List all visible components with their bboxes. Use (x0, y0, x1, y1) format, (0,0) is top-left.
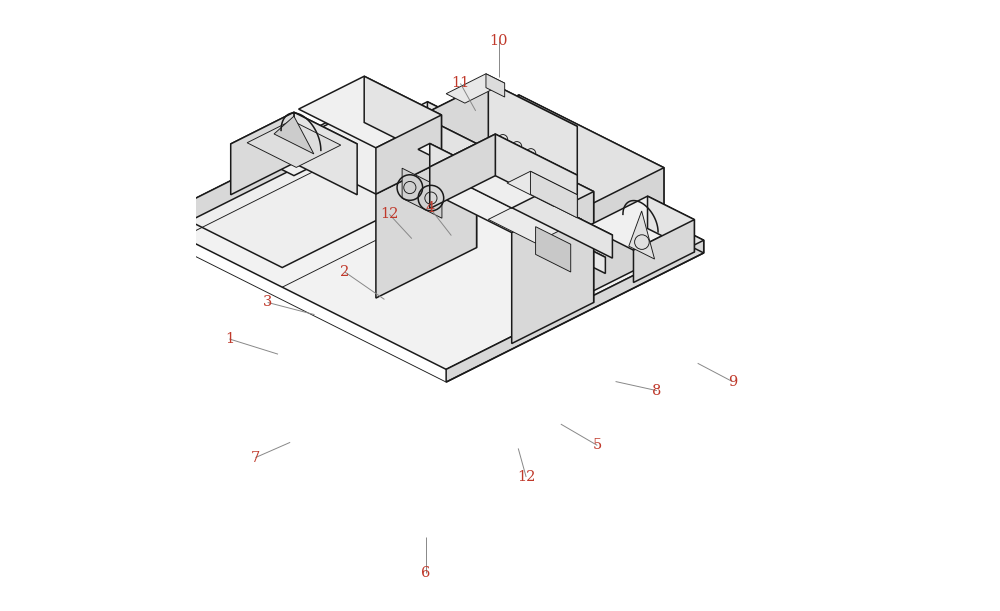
Text: 3: 3 (263, 296, 272, 309)
Polygon shape (299, 76, 441, 148)
Polygon shape (523, 156, 594, 302)
Text: 12: 12 (380, 207, 398, 221)
Polygon shape (446, 240, 704, 382)
Polygon shape (430, 134, 577, 208)
Polygon shape (294, 112, 357, 195)
Polygon shape (430, 134, 495, 208)
Polygon shape (633, 219, 694, 282)
Polygon shape (376, 115, 441, 194)
Polygon shape (536, 227, 571, 272)
Text: 6: 6 (421, 566, 430, 580)
Polygon shape (170, 101, 704, 370)
Text: 1: 1 (225, 332, 234, 346)
Polygon shape (274, 116, 314, 154)
Polygon shape (170, 141, 423, 268)
Polygon shape (495, 134, 577, 217)
Polygon shape (486, 74, 505, 97)
Text: 2: 2 (340, 265, 350, 279)
Polygon shape (441, 156, 594, 233)
Text: 4: 4 (425, 201, 435, 215)
Polygon shape (512, 191, 594, 343)
Polygon shape (542, 167, 664, 316)
Polygon shape (488, 82, 577, 200)
Text: 9: 9 (728, 375, 737, 389)
Polygon shape (402, 168, 442, 218)
Polygon shape (231, 112, 357, 175)
Polygon shape (397, 95, 664, 229)
Polygon shape (376, 144, 477, 298)
Text: 7: 7 (251, 450, 260, 464)
Polygon shape (331, 120, 605, 274)
Text: 5: 5 (593, 438, 602, 452)
Polygon shape (507, 171, 577, 207)
Polygon shape (430, 144, 612, 258)
Polygon shape (411, 82, 577, 165)
Polygon shape (519, 95, 664, 255)
Polygon shape (282, 97, 477, 194)
Polygon shape (535, 196, 582, 238)
Polygon shape (629, 211, 655, 259)
Polygon shape (170, 141, 310, 231)
Polygon shape (488, 196, 582, 243)
Polygon shape (418, 144, 612, 241)
Polygon shape (383, 97, 477, 247)
Polygon shape (364, 76, 441, 161)
Polygon shape (446, 74, 505, 103)
Polygon shape (411, 82, 488, 194)
Polygon shape (648, 196, 694, 252)
Text: 11: 11 (451, 76, 470, 90)
Polygon shape (313, 120, 605, 266)
Polygon shape (231, 112, 294, 195)
Polygon shape (587, 196, 694, 250)
Polygon shape (310, 141, 423, 217)
Polygon shape (427, 101, 704, 253)
Text: 10: 10 (490, 34, 508, 48)
Polygon shape (530, 171, 577, 218)
Text: 8: 8 (652, 384, 662, 398)
Text: 12: 12 (517, 470, 535, 484)
Polygon shape (247, 120, 341, 167)
